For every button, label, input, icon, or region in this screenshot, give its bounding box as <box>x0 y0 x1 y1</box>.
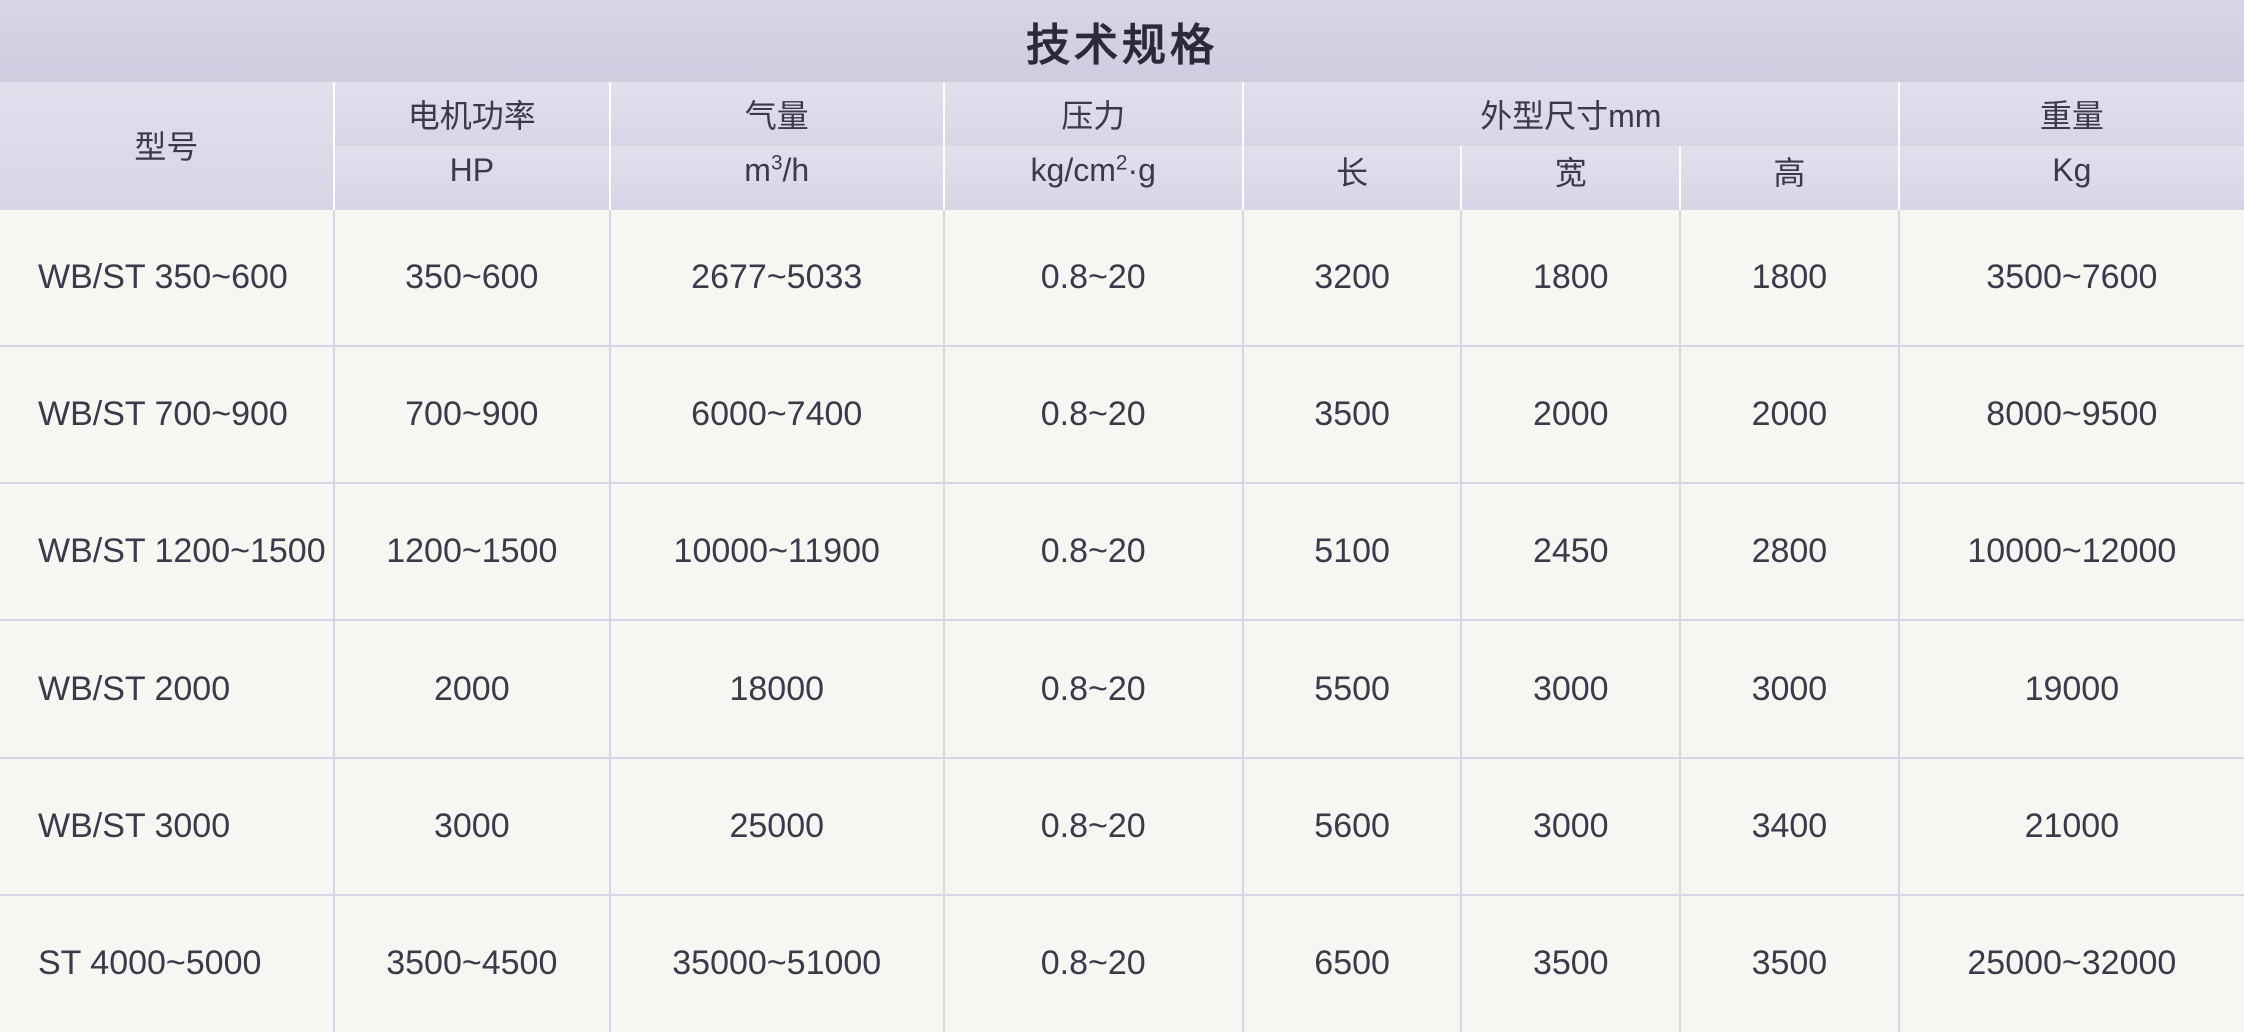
cell-air: 2677~5033 <box>610 209 944 346</box>
header-dim-height: 高 <box>1680 146 1899 209</box>
table-row: ST 4000~5000 3500~4500 35000~51000 0.8~2… <box>0 895 2244 1032</box>
cell-width: 3000 <box>1461 758 1680 895</box>
header-power-top: 电机功率 <box>334 82 610 145</box>
cell-height: 3400 <box>1680 758 1899 895</box>
table-row: WB/ST 3000 3000 25000 0.8~20 5600 3000 3… <box>0 758 2244 895</box>
cell-length: 5500 <box>1243 620 1462 757</box>
cell-air: 10000~11900 <box>610 483 944 620</box>
cell-pressure: 0.8~20 <box>944 483 1243 620</box>
cell-pressure: 0.8~20 <box>944 758 1243 895</box>
table-row: WB/ST 700~900 700~900 6000~7400 0.8~20 3… <box>0 346 2244 483</box>
header-power-unit: HP <box>334 146 610 209</box>
cell-length: 6500 <box>1243 895 1462 1032</box>
cell-height: 1800 <box>1680 209 1899 346</box>
table-title-row: 技术规格 <box>0 0 2244 82</box>
cell-width: 2000 <box>1461 346 1680 483</box>
cell-model: WB/ST 3000 <box>0 758 334 895</box>
cell-height: 3000 <box>1680 620 1899 757</box>
header-pressure-top: 压力 <box>944 82 1243 145</box>
cell-length: 3200 <box>1243 209 1462 346</box>
header-pressure-unit: kg/cm2·g <box>944 146 1243 209</box>
cell-weight: 10000~12000 <box>1899 483 2244 620</box>
cell-length: 5100 <box>1243 483 1462 620</box>
header-dim-length: 长 <box>1243 146 1462 209</box>
cell-power: 1200~1500 <box>334 483 610 620</box>
cell-air: 25000 <box>610 758 944 895</box>
cell-weight: 8000~9500 <box>1899 346 2244 483</box>
cell-pressure: 0.8~20 <box>944 620 1243 757</box>
cell-length: 5600 <box>1243 758 1462 895</box>
cell-model: WB/ST 1200~1500 <box>0 483 334 620</box>
table-row: WB/ST 2000 2000 18000 0.8~20 5500 3000 3… <box>0 620 2244 757</box>
cell-air: 6000~7400 <box>610 346 944 483</box>
cell-weight: 21000 <box>1899 758 2244 895</box>
cell-power: 350~600 <box>334 209 610 346</box>
cell-power: 3500~4500 <box>334 895 610 1032</box>
table-header-row-2: HP m3/h kg/cm2·g 长 宽 高 Kg <box>0 146 2244 209</box>
table-row: WB/ST 1200~1500 1200~1500 10000~11900 0.… <box>0 483 2244 620</box>
header-dim-width: 宽 <box>1461 146 1680 209</box>
cell-model: WB/ST 350~600 <box>0 209 334 346</box>
header-air-unit: m3/h <box>610 146 944 209</box>
cell-weight: 19000 <box>1899 620 2244 757</box>
cell-width: 1800 <box>1461 209 1680 346</box>
spec-table-container: 技术规格 型号 电机功率 气量 压力 外型尺寸mm 重量 HP m3/h kg/… <box>0 0 2244 1032</box>
header-air-top: 气量 <box>610 82 944 145</box>
cell-height: 3500 <box>1680 895 1899 1032</box>
cell-power: 700~900 <box>334 346 610 483</box>
table-header-row-1: 型号 电机功率 气量 压力 外型尺寸mm 重量 <box>0 82 2244 145</box>
header-weight-top: 重量 <box>1899 82 2244 145</box>
cell-weight: 25000~32000 <box>1899 895 2244 1032</box>
table-row: WB/ST 350~600 350~600 2677~5033 0.8~20 3… <box>0 209 2244 346</box>
header-dimensions-group: 外型尺寸mm <box>1243 82 1899 145</box>
cell-model: ST 4000~5000 <box>0 895 334 1032</box>
cell-power: 3000 <box>334 758 610 895</box>
cell-pressure: 0.8~20 <box>944 895 1243 1032</box>
table-title: 技术规格 <box>0 0 2244 82</box>
cell-height: 2800 <box>1680 483 1899 620</box>
cell-width: 2450 <box>1461 483 1680 620</box>
cell-width: 3000 <box>1461 620 1680 757</box>
cell-height: 2000 <box>1680 346 1899 483</box>
header-weight-unit: Kg <box>1899 146 2244 209</box>
header-model: 型号 <box>0 82 334 209</box>
cell-pressure: 0.8~20 <box>944 346 1243 483</box>
spec-table: 技术规格 型号 电机功率 气量 压力 外型尺寸mm 重量 HP m3/h kg/… <box>0 0 2244 1032</box>
cell-air: 35000~51000 <box>610 895 944 1032</box>
cell-weight: 3500~7600 <box>1899 209 2244 346</box>
cell-air: 18000 <box>610 620 944 757</box>
cell-model: WB/ST 2000 <box>0 620 334 757</box>
cell-pressure: 0.8~20 <box>944 209 1243 346</box>
cell-power: 2000 <box>334 620 610 757</box>
cell-length: 3500 <box>1243 346 1462 483</box>
cell-model: WB/ST 700~900 <box>0 346 334 483</box>
cell-width: 3500 <box>1461 895 1680 1032</box>
